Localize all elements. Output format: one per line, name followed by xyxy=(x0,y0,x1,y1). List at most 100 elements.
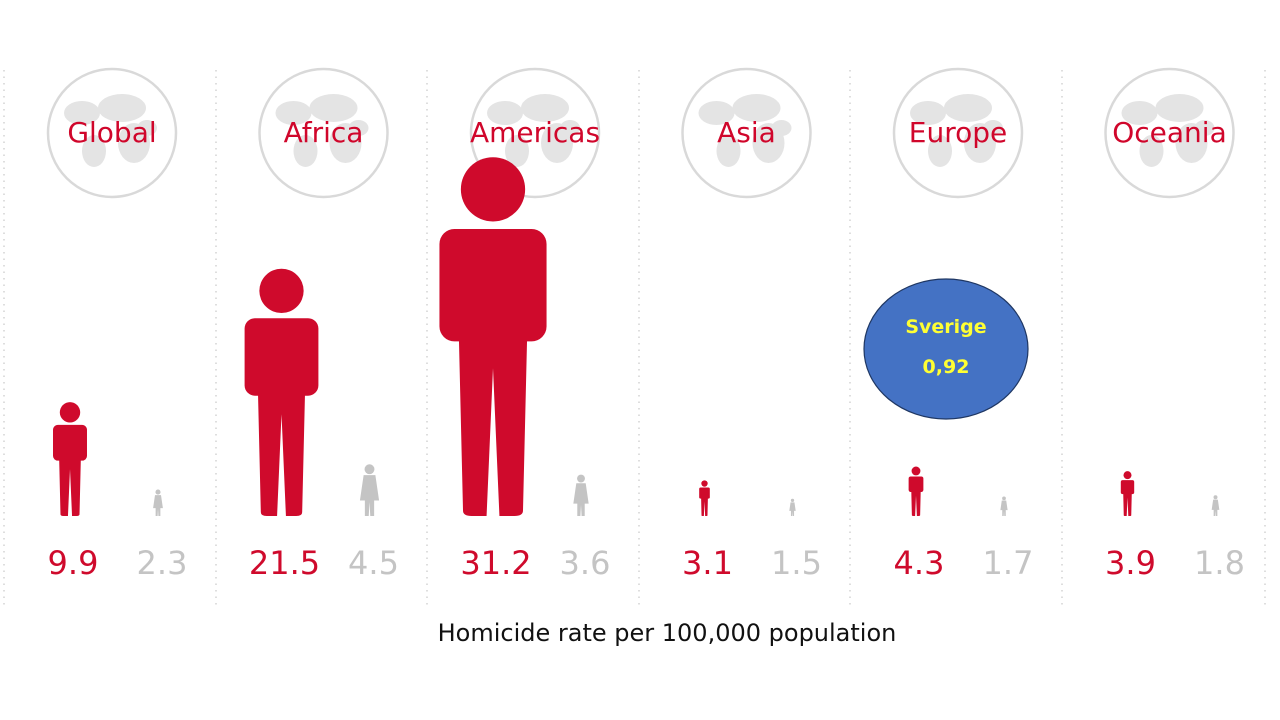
sverige-callout-value: 0,92 xyxy=(923,356,970,378)
globe-global-outline xyxy=(46,67,178,199)
female-figure-asia-body xyxy=(789,502,796,516)
globe-oceania-land xyxy=(1121,101,1158,125)
column-dividers xyxy=(3,70,1266,605)
female-figure-europe xyxy=(1000,496,1008,516)
male-figure-africa-head xyxy=(259,268,304,314)
sverige-callout-bubble xyxy=(863,278,1029,420)
female-figure-asia-head xyxy=(790,498,795,503)
globe-africa-icon: Africa xyxy=(258,67,389,199)
male-figure-africa xyxy=(244,268,319,516)
female-value-oceania: 1.8 xyxy=(1194,544,1245,582)
region-label-asia: Asia xyxy=(717,116,776,149)
female-figure-oceania-head xyxy=(1213,495,1218,500)
female-figure-africa-body xyxy=(359,475,380,516)
globe-oceania-land xyxy=(1194,120,1215,136)
globe-asia-land xyxy=(771,120,792,136)
female-figure-asia xyxy=(789,498,796,516)
male-value-europe: 4.3 xyxy=(894,544,945,582)
female-value-europe: 1.7 xyxy=(983,544,1034,582)
person-figures xyxy=(53,157,1220,516)
male-figure-asia-legs xyxy=(701,497,708,516)
male-figure-global-torso xyxy=(53,424,87,461)
globe-africa-outline xyxy=(258,67,389,199)
sverige-callout: Sverige 0,92 xyxy=(863,278,1029,420)
globe-global-land xyxy=(64,101,100,125)
region-label-oceania: Oceania xyxy=(1112,116,1227,149)
male-value-oceania: 3.9 xyxy=(1105,544,1156,582)
globe-europe-icon: Europe xyxy=(892,67,1024,199)
value-labels: 9.9 2.3 21.5 4.5 31.2 3.6 3.1 1.5 4.3 1.7 3.9 1.8 xyxy=(48,544,1245,582)
region-label-global: Global xyxy=(67,116,156,149)
male-figure-africa-torso xyxy=(244,318,319,396)
region-label-africa: Africa xyxy=(284,116,364,149)
female-figure-global-head xyxy=(155,489,161,495)
male-value-africa: 21.5 xyxy=(249,544,320,582)
globe-africa-land xyxy=(293,135,318,167)
globe-europe-land xyxy=(910,101,946,125)
female-figure-americas-body xyxy=(573,483,589,516)
male-figure-global-legs xyxy=(59,457,81,516)
female-value-global: 2.3 xyxy=(137,544,188,582)
female-figure-europe-body xyxy=(1000,500,1008,516)
globe-americas-land xyxy=(560,120,580,136)
globe-asia-icon: Asia xyxy=(681,67,812,199)
female-value-africa: 4.5 xyxy=(348,544,399,582)
male-figure-europe-head xyxy=(911,466,921,476)
male-value-global: 9.9 xyxy=(48,544,99,582)
globe-global-land xyxy=(137,120,157,136)
globe-global-land xyxy=(82,135,106,167)
female-figure-global-body xyxy=(153,495,163,516)
globe-africa-land xyxy=(348,120,369,136)
globe-americas-land xyxy=(487,101,523,125)
region-globes: Global Africa Americas Asia Europe Oceania xyxy=(46,67,1235,199)
male-figure-oceania-head xyxy=(1123,471,1132,480)
male-figure-europe-torso xyxy=(908,476,924,492)
globe-asia-land xyxy=(716,135,741,167)
male-value-americas: 31.2 xyxy=(460,544,531,582)
female-value-americas: 3.6 xyxy=(560,544,611,582)
globe-americas-land xyxy=(521,94,569,122)
male-figure-europe-legs xyxy=(911,490,921,516)
globe-americas-land xyxy=(505,135,529,167)
male-figure-global-head xyxy=(59,402,81,423)
sverige-callout-label: Sverige xyxy=(905,316,986,338)
female-figure-africa xyxy=(359,464,380,516)
globe-asia-land xyxy=(698,101,735,125)
male-figure-americas-torso xyxy=(439,228,547,342)
female-figure-oceania xyxy=(1211,495,1220,516)
female-figure-europe-head xyxy=(1002,496,1006,501)
region-label-americas: Americas xyxy=(470,116,600,149)
male-figure-africa-legs xyxy=(257,388,306,516)
globe-europe-land xyxy=(983,120,1003,136)
male-figure-oceania xyxy=(1120,471,1135,516)
female-figure-oceania-body xyxy=(1211,499,1220,516)
male-figure-oceania-legs xyxy=(1123,492,1132,516)
region-label-europe: Europe xyxy=(909,116,1007,149)
globe-europe-land xyxy=(928,135,952,167)
female-figure-global xyxy=(153,489,163,516)
female-figure-africa-head xyxy=(364,464,375,475)
globe-oceania-outline xyxy=(1104,67,1235,199)
globe-europe-land xyxy=(944,94,992,122)
male-figure-americas xyxy=(439,157,547,516)
globe-oceania-land xyxy=(1155,94,1204,122)
globe-global-land xyxy=(98,94,146,122)
male-figure-asia-torso xyxy=(699,487,710,499)
male-figure-asia xyxy=(699,480,710,516)
male-figure-europe xyxy=(908,466,924,516)
globe-europe-outline xyxy=(892,67,1024,199)
globe-oceania-icon: Oceania xyxy=(1104,67,1235,199)
male-figure-global xyxy=(53,402,87,516)
globe-oceania-land xyxy=(1139,135,1164,167)
male-figure-americas-legs xyxy=(458,330,528,516)
male-value-asia: 3.1 xyxy=(682,544,733,582)
globe-africa-land xyxy=(275,101,312,125)
male-figure-asia-head xyxy=(701,480,708,487)
female-value-asia: 1.5 xyxy=(771,544,822,582)
male-figure-americas-head xyxy=(460,157,526,222)
male-figure-oceania-torso xyxy=(1120,480,1135,495)
globe-asia-outline xyxy=(681,67,812,199)
globe-asia-land xyxy=(732,94,781,122)
globe-africa-land xyxy=(309,94,358,122)
